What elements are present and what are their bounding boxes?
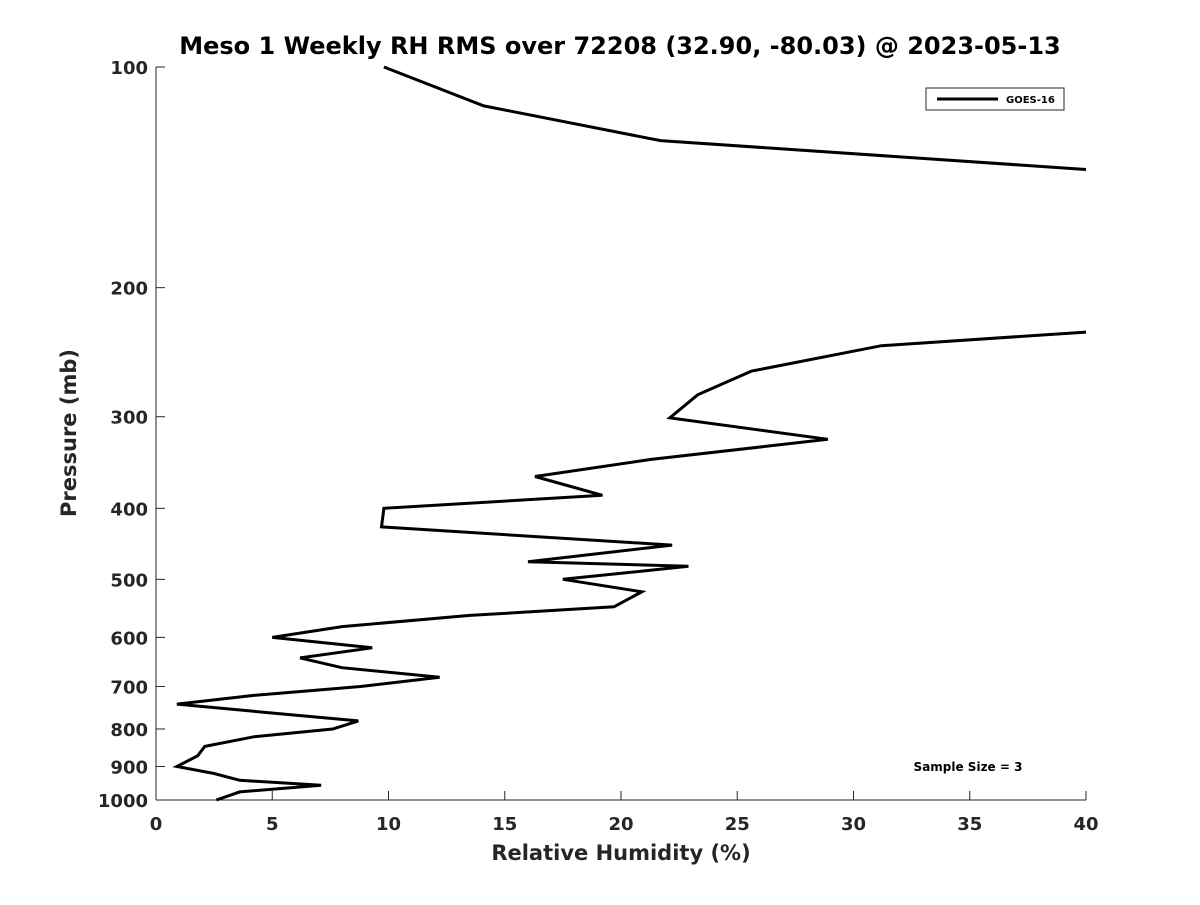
x-tick-label: 0 [150, 814, 163, 835]
x-tick-label: 20 [608, 814, 633, 835]
y-tick-label: 100 [110, 58, 148, 79]
x-tick-label: 30 [841, 814, 866, 835]
x-tick-label: 25 [725, 814, 750, 835]
x-tick-label: 15 [492, 814, 517, 835]
series-line [383, 65, 1087, 171]
y-axis-label: Pressure (mb) [57, 349, 81, 517]
x-tick-label: 35 [957, 814, 982, 835]
sample-size-annotation: Sample Size = 3 [914, 760, 1023, 774]
y-tick-label: 300 [110, 408, 148, 429]
y-tick-label: 1000 [98, 791, 148, 812]
y-tick-label: 500 [110, 570, 148, 591]
x-tick-label: 10 [376, 814, 401, 835]
y-tick-label: 600 [110, 628, 148, 649]
y-tick-label: 800 [110, 720, 148, 741]
chart-title: Meso 1 Weekly RH RMS over 72208 (32.90, … [179, 32, 1061, 60]
legend-label: GOES-16 [1006, 95, 1055, 106]
x-ticks: 0 5 10 15 20 25 30 35 40 [150, 791, 1099, 835]
x-axis-label: Relative Humidity (%) [491, 841, 750, 865]
y-ticks: 100 200 300 400 500 600 700 800 900 1000 [98, 58, 165, 812]
x-tick-label: 40 [1073, 814, 1098, 835]
y-tick-label: 400 [110, 499, 148, 520]
y-tick-label: 700 [110, 677, 148, 698]
y-tick-label: 200 [110, 279, 148, 300]
series-line [172, 330, 1087, 802]
x-tick-label: 5 [266, 814, 279, 835]
y-tick-label: 900 [110, 757, 148, 778]
series-group [172, 65, 1087, 802]
legend: GOES-16 [925, 87, 1065, 111]
